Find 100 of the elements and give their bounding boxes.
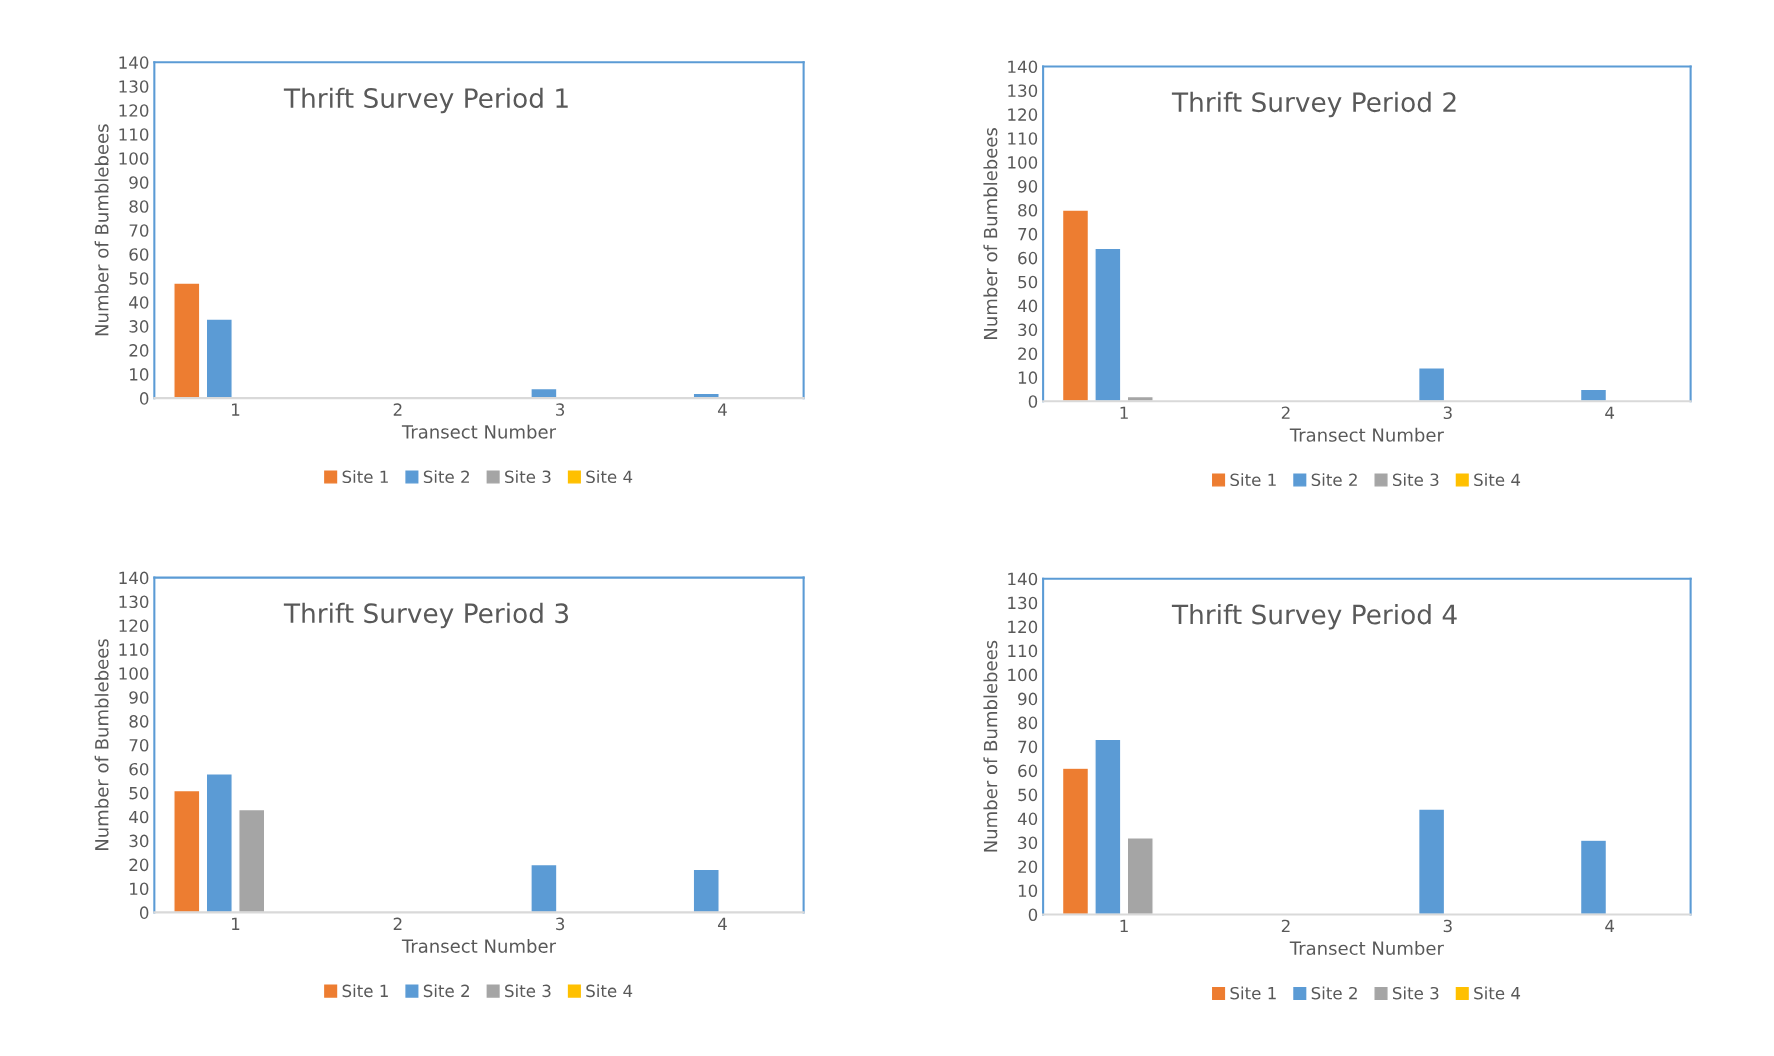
y-tick-label: 90 xyxy=(129,176,149,189)
bar xyxy=(173,282,201,399)
y-tick-label: 120 xyxy=(1008,108,1038,121)
y-tick-label: 110 xyxy=(119,128,149,141)
bar xyxy=(173,789,201,913)
y-tick-label: 40 xyxy=(129,810,149,824)
x-axis-title: Transect Number xyxy=(1289,427,1444,442)
y-tick-label: 130 xyxy=(119,595,149,609)
bar xyxy=(1094,247,1122,402)
x-tick-label: 3 xyxy=(556,917,565,931)
legend-label: Site 3 xyxy=(505,984,551,998)
bar xyxy=(1061,767,1090,915)
y-tick-label: 50 xyxy=(1018,788,1038,802)
legend-label: Site 4 xyxy=(586,470,633,484)
y-tick-label: 120 xyxy=(119,619,149,633)
text: Thrift Survey Period 2 xyxy=(1171,91,1456,118)
y-tick-label: 140 xyxy=(1008,60,1038,74)
y-tick-label: 0 xyxy=(1028,395,1038,408)
y-tick-label: 20 xyxy=(1018,347,1038,361)
text: Thrift Survey Period 4 xyxy=(1171,604,1457,630)
legend-label: Site 2 xyxy=(423,470,469,484)
legend-label: Site 1 xyxy=(1230,473,1276,487)
y-tick-label: 60 xyxy=(129,762,149,776)
y-tick-label: 20 xyxy=(1018,860,1038,874)
y-tick-label: 110 xyxy=(1008,644,1038,658)
x-axis-title: Transect Number xyxy=(401,424,557,439)
y-tick-label: 70 xyxy=(129,224,149,237)
y-tick-label: 50 xyxy=(129,272,149,285)
legend-label: Site 2 xyxy=(1311,473,1357,487)
y-axis-title: Number of Bumblebees xyxy=(94,639,109,850)
legend-label: Site 3 xyxy=(1392,986,1439,1000)
y-tick-label: 60 xyxy=(1018,764,1038,778)
x-tick-label: 2 xyxy=(393,917,402,930)
y-tick-label: 70 xyxy=(129,738,149,752)
x-tick-label: 3 xyxy=(1443,406,1452,420)
y-tick-label: 10 xyxy=(1018,884,1038,898)
legend-label: Site 1 xyxy=(1230,986,1276,1000)
y-tick-label: 40 xyxy=(129,296,149,309)
y-tick-label: 30 xyxy=(129,834,149,848)
text: Thrift Survey Period 3 xyxy=(283,602,569,629)
bar xyxy=(1126,837,1154,915)
x-tick-label: 4 xyxy=(1605,919,1615,933)
y-tick-label: 50 xyxy=(1018,275,1038,289)
y-tick-label: 10 xyxy=(130,882,149,896)
x-tick-label: 2 xyxy=(393,403,402,416)
y-tick-label: 80 xyxy=(1018,716,1038,730)
y-tick-label: 80 xyxy=(129,200,149,213)
bar xyxy=(1061,209,1090,402)
legend-label: Site 2 xyxy=(423,984,469,998)
y-tick-label: 10 xyxy=(130,368,149,381)
y-tick-label: 0 xyxy=(1028,908,1038,922)
x-tick-label: 1 xyxy=(1120,919,1128,933)
bar xyxy=(1417,808,1446,915)
y-tick-label: 140 xyxy=(119,56,149,69)
bar xyxy=(238,808,266,913)
legend-label: Site 3 xyxy=(1392,473,1439,487)
y-tick-label: 0 xyxy=(139,906,149,919)
y-tick-label: 130 xyxy=(1008,84,1038,98)
y-axis-title: Number of Bumblebees xyxy=(983,640,998,852)
y-tick-label: 20 xyxy=(129,344,149,357)
legend-label: Site 1 xyxy=(342,470,388,484)
x-tick-label: 4 xyxy=(717,917,727,930)
y-tick-label: 80 xyxy=(129,715,149,728)
y-tick-label: 110 xyxy=(1008,132,1038,145)
legend-label: Site 4 xyxy=(1474,473,1521,487)
y-tick-label: 80 xyxy=(1018,203,1038,217)
y-tick-label: 90 xyxy=(129,691,149,704)
y-tick-label: 90 xyxy=(1018,180,1038,193)
x-tick-label: 4 xyxy=(717,403,727,416)
legend-label: Site 2 xyxy=(1311,986,1357,1000)
y-tick-label: 60 xyxy=(1018,251,1038,265)
y-tick-label: 140 xyxy=(1008,572,1038,586)
y-tick-label: 10 xyxy=(1018,371,1038,384)
y-tick-label: 100 xyxy=(119,152,149,165)
y-tick-label: 20 xyxy=(129,858,149,872)
y-tick-label: 110 xyxy=(119,643,149,656)
legend-label: Site 4 xyxy=(1474,986,1521,1000)
x-tick-label: 3 xyxy=(556,403,565,416)
y-tick-label: 100 xyxy=(119,667,149,680)
legend-label: Site 3 xyxy=(505,470,551,484)
bar xyxy=(205,773,233,913)
x-tick-label: 2 xyxy=(1281,406,1290,419)
x-tick-label: 1 xyxy=(1120,406,1128,419)
y-tick-label: 140 xyxy=(119,571,149,585)
x-tick-label: 1 xyxy=(232,917,240,930)
legend-label: Site 1 xyxy=(342,984,388,998)
y-tick-label: 30 xyxy=(129,320,149,333)
bar xyxy=(205,318,233,399)
y-tick-label: 120 xyxy=(119,104,149,117)
y-tick-label: 120 xyxy=(1008,620,1038,634)
y-axis-title: Number of Bumblebees xyxy=(983,128,998,339)
bar xyxy=(1579,839,1608,915)
bar xyxy=(1417,367,1446,402)
y-tick-label: 130 xyxy=(119,80,149,93)
bar xyxy=(530,863,558,913)
x-axis-title: Transect Number xyxy=(1289,941,1444,956)
y-tick-label: 130 xyxy=(1008,596,1038,610)
y-tick-label: 100 xyxy=(1008,156,1038,169)
y-tick-label: 40 xyxy=(1017,299,1038,313)
x-tick-label: 4 xyxy=(1605,406,1615,419)
